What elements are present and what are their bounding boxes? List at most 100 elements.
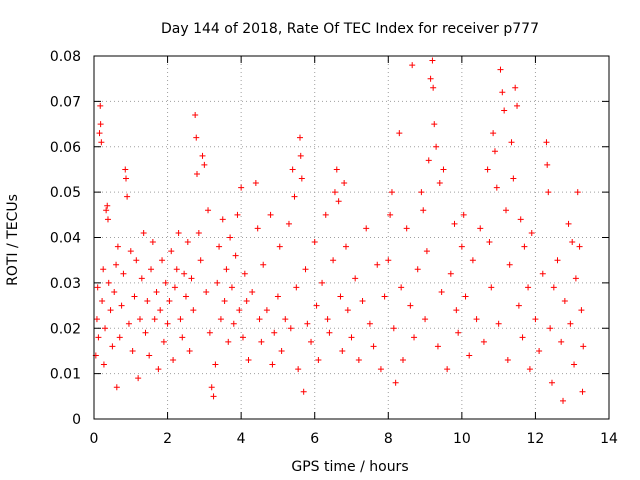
y-tick-label: 0.02 xyxy=(50,321,81,337)
data-point xyxy=(348,334,355,341)
data-point xyxy=(269,361,276,368)
data-point xyxy=(228,284,235,291)
data-point xyxy=(95,334,102,341)
data-point xyxy=(136,316,143,323)
data-point xyxy=(567,320,574,327)
data-point xyxy=(322,211,329,218)
data-point xyxy=(515,302,522,309)
data-point xyxy=(193,134,200,141)
data-point xyxy=(458,243,465,250)
data-point xyxy=(344,307,351,314)
data-point xyxy=(411,334,418,341)
data-point xyxy=(578,307,585,314)
data-point xyxy=(195,229,202,236)
data-point xyxy=(100,266,107,273)
data-point xyxy=(201,161,208,168)
data-point xyxy=(451,220,458,227)
data-point xyxy=(429,57,436,64)
data-point xyxy=(576,243,583,250)
data-point xyxy=(499,89,506,96)
y-axis-label: ROTI / TECUs xyxy=(5,194,21,286)
data-point xyxy=(252,180,259,187)
data-point xyxy=(460,211,467,218)
data-point xyxy=(239,334,246,341)
data-point xyxy=(177,316,184,323)
data-point xyxy=(159,257,166,264)
data-point xyxy=(258,338,265,345)
data-point xyxy=(508,139,515,146)
data-point xyxy=(256,316,263,323)
data-point xyxy=(188,275,195,282)
data-point xyxy=(96,130,103,137)
data-point xyxy=(249,288,256,295)
grid-lines xyxy=(94,56,609,419)
data-point xyxy=(440,166,447,173)
data-point xyxy=(469,257,476,264)
data-point xyxy=(94,284,101,291)
data-point xyxy=(422,316,429,323)
data-point xyxy=(123,175,130,182)
data-point xyxy=(232,252,239,259)
data-point xyxy=(274,293,281,300)
data-point xyxy=(210,393,217,400)
data-point xyxy=(157,307,164,314)
data-point xyxy=(97,102,104,109)
data-point xyxy=(116,334,123,341)
data-point xyxy=(355,357,362,364)
data-point xyxy=(278,347,285,354)
plot-frame xyxy=(93,55,610,420)
data-point xyxy=(199,152,206,159)
chart-title: Day 144 of 2018, Rate Of TEC Index for r… xyxy=(161,21,539,37)
data-point xyxy=(144,298,151,305)
data-point xyxy=(175,229,182,236)
data-point xyxy=(430,84,437,91)
data-point xyxy=(477,225,484,232)
data-point xyxy=(99,298,106,305)
data-point xyxy=(519,334,526,341)
data-point xyxy=(308,338,315,345)
data-point xyxy=(148,266,155,273)
x-tick-label: 0 xyxy=(90,431,99,447)
data-point xyxy=(514,102,521,109)
data-point xyxy=(381,293,388,300)
data-point xyxy=(525,284,532,291)
data-point xyxy=(545,189,552,196)
data-point xyxy=(423,248,430,255)
data-point xyxy=(287,325,294,332)
data-point xyxy=(225,338,232,345)
data-point xyxy=(572,275,579,282)
y-tick-label: 0 xyxy=(72,412,81,428)
data-point xyxy=(512,84,519,91)
data-point xyxy=(370,343,377,350)
data-point xyxy=(109,343,116,350)
data-point xyxy=(558,338,565,345)
data-point xyxy=(337,293,344,300)
data-point xyxy=(260,261,267,268)
data-point xyxy=(377,366,384,373)
data-point xyxy=(484,166,491,173)
data-point xyxy=(234,211,241,218)
x-tick-label: 14 xyxy=(600,431,618,447)
data-point xyxy=(223,266,230,273)
data-point xyxy=(387,211,394,218)
data-point xyxy=(166,298,173,305)
data-point xyxy=(285,220,292,227)
data-point xyxy=(208,384,215,391)
data-point xyxy=(122,166,129,173)
data-point xyxy=(414,266,421,273)
data-point xyxy=(506,261,513,268)
data-point xyxy=(297,152,304,159)
data-point xyxy=(140,229,147,236)
data-point xyxy=(536,347,543,354)
data-point xyxy=(495,320,502,327)
data-point xyxy=(179,334,186,341)
data-point xyxy=(501,107,508,114)
data-point xyxy=(517,216,524,223)
data-point xyxy=(104,216,111,223)
data-point xyxy=(295,366,302,373)
data-point xyxy=(547,325,554,332)
data-point xyxy=(398,284,405,291)
data-point xyxy=(431,121,438,128)
data-point xyxy=(560,397,567,404)
data-point xyxy=(565,220,572,227)
